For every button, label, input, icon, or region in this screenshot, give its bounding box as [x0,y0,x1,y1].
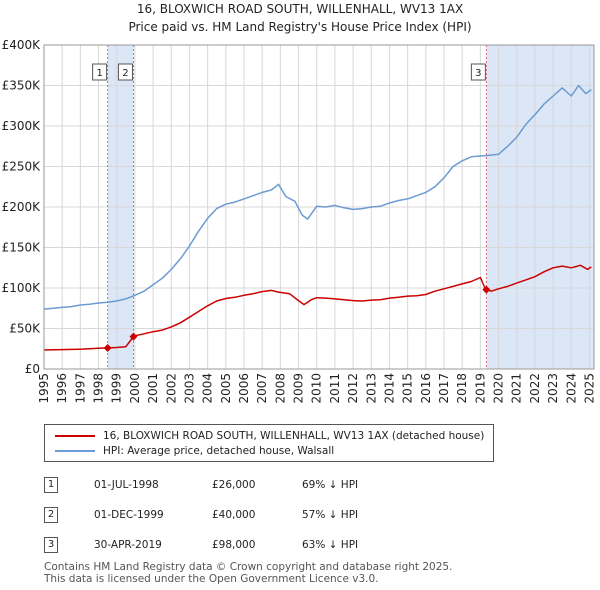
x-tick-label: 2010 [310,373,324,404]
sale-label: 1 [96,68,102,79]
x-tick-label: 1995 [37,373,51,404]
x-tick-label: 2023 [546,373,560,404]
sale-date: 01-DEC-1999 [94,509,164,521]
y-tick-label: £350K [2,79,42,93]
plot-frame [43,44,595,370]
x-tick-label: 1996 [55,373,69,404]
table-row: 3 30-APR-2019 £98,000 63% ↓ HPI [44,530,358,560]
x-tick-label: 2018 [455,373,469,404]
y-tick-label: £50K [9,322,41,336]
x-tick-label: 2003 [182,373,196,404]
sale-price: £40,000 [212,509,256,521]
x-tick-label: 2012 [346,373,360,404]
x-tick-label: 2007 [255,373,269,404]
x-tick-label: 2011 [328,373,342,404]
legend-swatch-hpi [55,450,95,452]
y-tick-label: £300K [2,119,42,133]
footer-license: This data is licensed under the Open Gov… [44,573,379,585]
sale-price: £98,000 [212,539,256,551]
table-row: 2 01-DEC-1999 £40,000 57% ↓ HPI [44,500,358,530]
legend: 16, BLOXWICH ROAD SOUTH, WILLENHALL, WV1… [44,424,494,462]
legend-item-property: 16, BLOXWICH ROAD SOUTH, WILLENHALL, WV1… [45,429,484,443]
sale-price: £26,000 [212,479,256,491]
x-tick-label: 2017 [437,373,451,404]
x-tick-label: 2002 [164,373,178,404]
x-tick-label: 2005 [219,373,233,404]
sale-date: 30-APR-2019 [94,539,162,551]
sale-hpi-diff: 63% ↓ HPI [302,539,359,551]
chart-title: 16, BLOXWICH ROAD SOUTH, WILLENHALL, WV1… [137,2,463,16]
sale-point [103,343,112,352]
y-tick-label: £200K [2,200,42,214]
transactions-table: 1 01-JUL-1998 £26,000 69% ↓ HPI 2 01-DEC… [44,470,358,560]
sale-number-badge: 3 [44,537,58,553]
legend-label-hpi: HPI: Average price, detached house, Wals… [103,445,335,457]
sale-number-badge: 1 [44,477,58,493]
x-tick-label: 2024 [564,373,578,404]
footer: Contains HM Land Registry data © Crown c… [44,561,452,585]
x-tick-label: 1998 [92,373,106,404]
x-tick-label: 2021 [510,373,524,404]
x-tick-label: 2022 [528,373,542,404]
x-tick-label: 2008 [273,373,287,404]
sale-point [129,332,138,341]
sale-hpi-diff: 57% ↓ HPI [302,509,359,521]
sale-label-box [117,63,133,81]
sale-label: 2 [122,68,128,79]
y-tick-label: £150K [2,241,42,255]
sale-label-box [92,63,108,81]
series-line-hpi [43,84,592,310]
sale-point [482,285,491,294]
legend-swatch-property [55,435,95,437]
x-tick-label: 2000 [128,373,142,404]
x-tick-label: 2016 [419,373,433,404]
y-tick-label: £100K [2,281,42,295]
legend-item-hpi: HPI: Average price, detached house, Wals… [45,444,334,458]
x-tick-label: 2025 [582,373,596,404]
sale-hpi-diff: 69% ↓ HPI [302,479,359,491]
x-tick-label: 2015 [401,373,415,404]
x-tick-label: 2020 [492,373,506,404]
x-tick-label: 2001 [146,373,160,404]
table-row: 1 01-JUL-1998 £26,000 69% ↓ HPI [44,470,358,500]
chart: 16, BLOXWICH ROAD SOUTH, WILLENHALL, WV1… [2,2,597,404]
x-tick-label: 2014 [382,373,396,404]
y-tick-label: £0 [25,362,40,376]
x-tick-label: 2009 [292,373,306,404]
y-tick-label: £250K [2,160,42,174]
y-tick-label: £400K [2,38,42,52]
x-tick-label: 2004 [201,373,215,404]
x-tick-label: 1997 [73,373,87,404]
sale-label: 3 [475,68,481,79]
x-tick-label: 2006 [237,373,251,404]
x-tick-label: 2019 [473,373,487,404]
sale-date: 01-JUL-1998 [94,479,159,491]
footer-copyright: Contains HM Land Registry data © Crown c… [44,561,453,573]
x-tick-label: 2013 [364,373,378,404]
chart-subtitle: Price paid vs. HM Land Registry's House … [128,20,471,34]
sale-number-badge: 2 [44,507,58,523]
sale-label-box [470,63,486,81]
x-tick-label: 1999 [110,373,124,404]
legend-label-property: 16, BLOXWICH ROAD SOUTH, WILLENHALL, WV1… [103,430,485,442]
